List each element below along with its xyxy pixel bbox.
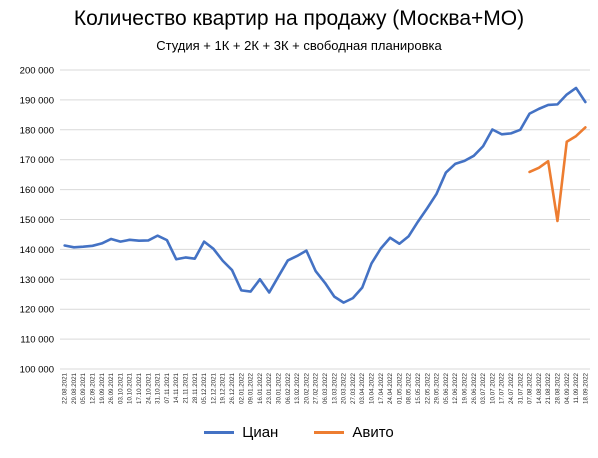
x-tick-label: 20.03.2022 (341, 372, 348, 404)
series-line-avito (528, 126, 587, 223)
y-tick-label: 120 000 (20, 305, 54, 316)
x-tick-label: 19.06.2022 (461, 372, 468, 404)
x-tick-label: 19.09.2021 (99, 372, 106, 404)
x-tick-label: 26.09.2021 (108, 372, 115, 404)
y-tick-label: 150 000 (20, 215, 54, 226)
x-tick-label: 17.07.2022 (499, 372, 506, 404)
x-tick-label: 20.02.2022 (303, 372, 310, 404)
x-tick-label: 17.10.2021 (136, 372, 143, 404)
legend-item-avito: Авито (314, 424, 394, 441)
y-tick-label: 100 000 (20, 365, 54, 376)
x-tick-label: 18.09.2022 (582, 372, 589, 404)
x-tick-label: 07.08.2022 (527, 372, 534, 404)
x-tick-label: 06.03.2022 (322, 372, 329, 404)
series-line-cian (63, 86, 587, 304)
x-tick-label: 05.06.2022 (443, 372, 450, 404)
x-tick-label: 12.06.2022 (452, 372, 459, 404)
y-tick-label: 190 000 (20, 95, 54, 106)
x-tick-label: 07.11.2021 (164, 372, 171, 403)
chart-title: Количество квартир на продажу (Москва+МО… (73, 7, 525, 30)
x-tick-label: 06.02.2022 (285, 372, 292, 404)
x-tick-label: 24.04.2022 (387, 372, 394, 404)
legend-label-avito: Авито (352, 424, 394, 441)
x-axis-tick-labels: 22.08.2021 29.08.2021 05.09.2021 12.09.2021… (62, 372, 590, 404)
x-tick-label: 13.03.2022 (331, 372, 338, 404)
x-tick-label: 24.07.2022 (508, 372, 515, 404)
legend-item-cian: Циан (204, 424, 278, 441)
x-tick-label: 05.12.2021 (201, 372, 208, 404)
x-tick-label: 28.11.2021 (192, 372, 199, 403)
x-tick-label: 26.06.2022 (471, 372, 478, 404)
x-tick-label: 29.05.2022 (434, 372, 441, 404)
chart-subtitle: Студия + 1К + 2К + 3К + свободная планир… (156, 38, 442, 53)
x-tick-label: 14.11.2021 (173, 372, 180, 403)
y-axis-tick-labels: 100 000 110 000 120 000 130 000 140 000 150 0… (20, 66, 54, 376)
x-tick-label: 27.02.2022 (313, 372, 320, 404)
y-tick-label: 130 000 (20, 275, 54, 286)
x-tick-label: 17.04.2022 (378, 372, 385, 404)
x-tick-label: 23.01.2022 (266, 372, 273, 404)
x-tick-label: 22.05.2022 (424, 372, 431, 404)
x-tick-label: 27.03.2022 (350, 372, 357, 404)
x-tick-label: 31.10.2021 (155, 372, 162, 404)
x-tick-label: 14.08.2022 (536, 372, 543, 404)
x-tick-label: 22.08.2021 (62, 372, 69, 404)
x-tick-label: 03.04.2022 (359, 372, 366, 404)
y-tick-label: 200 000 (20, 66, 54, 77)
x-tick-label: 03.07.2022 (480, 372, 487, 404)
legend-swatch-cian (204, 431, 235, 434)
line-chart: 100 000 110 000 120 000 130 000 140 000 150 0… (20, 66, 590, 404)
x-tick-label: 01.05.2022 (396, 372, 403, 404)
x-tick-label: 08.05.2022 (406, 372, 413, 404)
legend-label-cian: Циан (242, 424, 279, 441)
x-tick-label: 19.12.2021 (220, 372, 227, 404)
x-tick-label: 31.07.2022 (517, 372, 524, 404)
x-tick-label: 15.05.2022 (415, 372, 422, 404)
x-tick-label: 09.01.2022 (248, 372, 255, 404)
gridlines (60, 69, 590, 370)
x-tick-label: 11.09.2022 (573, 372, 580, 403)
x-tick-label: 13.02.2022 (294, 372, 301, 404)
x-tick-label: 28.08.2022 (554, 372, 561, 404)
x-tick-label: 02.01.2022 (238, 372, 245, 404)
x-tick-label: 24.10.2021 (145, 372, 152, 404)
x-tick-label: 12.09.2021 (90, 372, 97, 404)
x-tick-label: 03.10.2021 (117, 372, 124, 404)
x-tick-label: 05.09.2021 (80, 372, 87, 404)
x-tick-label: 16.01.2022 (257, 372, 264, 404)
x-tick-label: 10.10.2021 (127, 372, 134, 404)
y-tick-label: 160 000 (20, 185, 54, 196)
y-tick-label: 180 000 (20, 125, 54, 136)
y-tick-label: 170 000 (20, 155, 54, 166)
x-tick-label: 04.09.2022 (564, 372, 571, 404)
x-tick-label: 26.12.2021 (229, 372, 236, 404)
series-lines (63, 86, 587, 304)
x-tick-label: 30.01.2022 (276, 372, 283, 404)
y-tick-label: 140 000 (20, 245, 54, 256)
x-tick-label: 29.08.2021 (71, 372, 78, 404)
legend: Циан Авито (0, 424, 598, 441)
x-tick-label: 21.11.2021 (183, 372, 190, 403)
x-tick-label: 21.08.2022 (545, 372, 552, 404)
x-tick-label: 12.12.2021 (210, 372, 217, 404)
legend-swatch-avito (314, 431, 345, 434)
y-tick-label: 110 000 (20, 335, 54, 346)
x-tick-label: 10.04.2022 (368, 372, 375, 404)
x-tick-label: 10.07.2022 (489, 372, 496, 404)
